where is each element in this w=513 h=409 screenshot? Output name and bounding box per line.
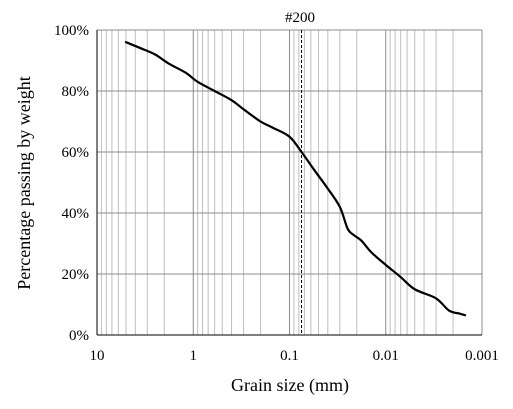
y-tick-label: 80% (62, 84, 90, 100)
y-tick-label: 20% (62, 267, 90, 283)
y-tick-label: 60% (62, 145, 90, 161)
y-axis-label: Percentage passing by weight (14, 76, 34, 289)
grading-curve-line (124, 41, 467, 317)
y-tick-label: 40% (62, 206, 90, 222)
x-axis-label: Grain size (mm) (231, 375, 349, 396)
x-tick-label: 10 (90, 348, 105, 364)
grid-layer (96, 29, 483, 336)
series-layer (124, 41, 467, 317)
label-layer: Grain size (mm) Percentage passing by we… (14, 10, 349, 396)
x-tick-label: 0.001 (465, 348, 499, 364)
y-tick-label: 100% (54, 23, 89, 39)
axis-layer: 0% 20% 40% 60% 80% 100% 10 1 0.1 0.01 0.001 (54, 23, 499, 364)
y-tick-label: 0% (69, 328, 89, 344)
x-tick-label: 0.1 (280, 348, 299, 364)
x-tick-label: 1 (190, 348, 198, 364)
x-tick-label: 0.01 (373, 348, 399, 364)
reference-line-label: #200 (285, 10, 315, 26)
